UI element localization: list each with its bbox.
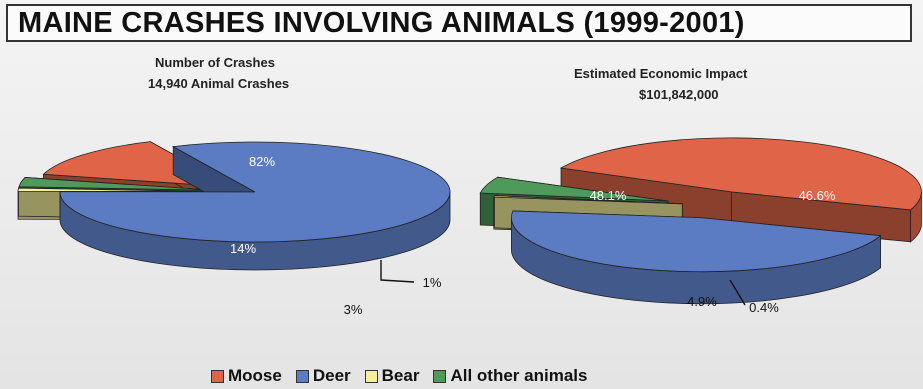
legend-swatch-moose xyxy=(211,370,224,383)
leader-line-bear-crashes xyxy=(381,260,414,282)
legend-swatch-other xyxy=(433,370,446,383)
legend-item-other: All other animals xyxy=(433,366,587,386)
data-label-all-other-animals-crashes: 3% xyxy=(344,302,363,317)
data-label-all-other-animals-impact: 4.9% xyxy=(687,294,717,309)
chart-legend: Moose Deer Bear All other animals xyxy=(211,365,587,387)
legend-item-moose: Moose xyxy=(211,366,282,386)
data-label-moose-crashes: 14% xyxy=(230,241,256,256)
data-label-bear-impact: 0.4% xyxy=(749,300,779,315)
legend-item-bear: Bear xyxy=(365,366,420,386)
data-label-moose-impact: 48.1% xyxy=(590,188,627,203)
pie-crashes: 14% 82% 1% 3% xyxy=(18,142,450,317)
data-label-deer-crashes: 82% xyxy=(249,154,275,169)
legend-label-other: All other animals xyxy=(450,366,587,386)
legend-label-bear: Bear xyxy=(382,366,420,386)
legend-label-moose: Moose xyxy=(228,366,282,386)
data-label-bear-crashes: 1% xyxy=(423,275,442,290)
legend-item-deer: Deer xyxy=(296,366,351,386)
legend-swatch-bear xyxy=(365,370,378,383)
legend-label-deer: Deer xyxy=(313,366,351,386)
pie-impact: 48.1% 46.6% 0.4% 4.9% xyxy=(480,138,921,315)
data-label-deer-impact: 46.6% xyxy=(799,188,836,203)
legend-swatch-deer xyxy=(296,370,309,383)
